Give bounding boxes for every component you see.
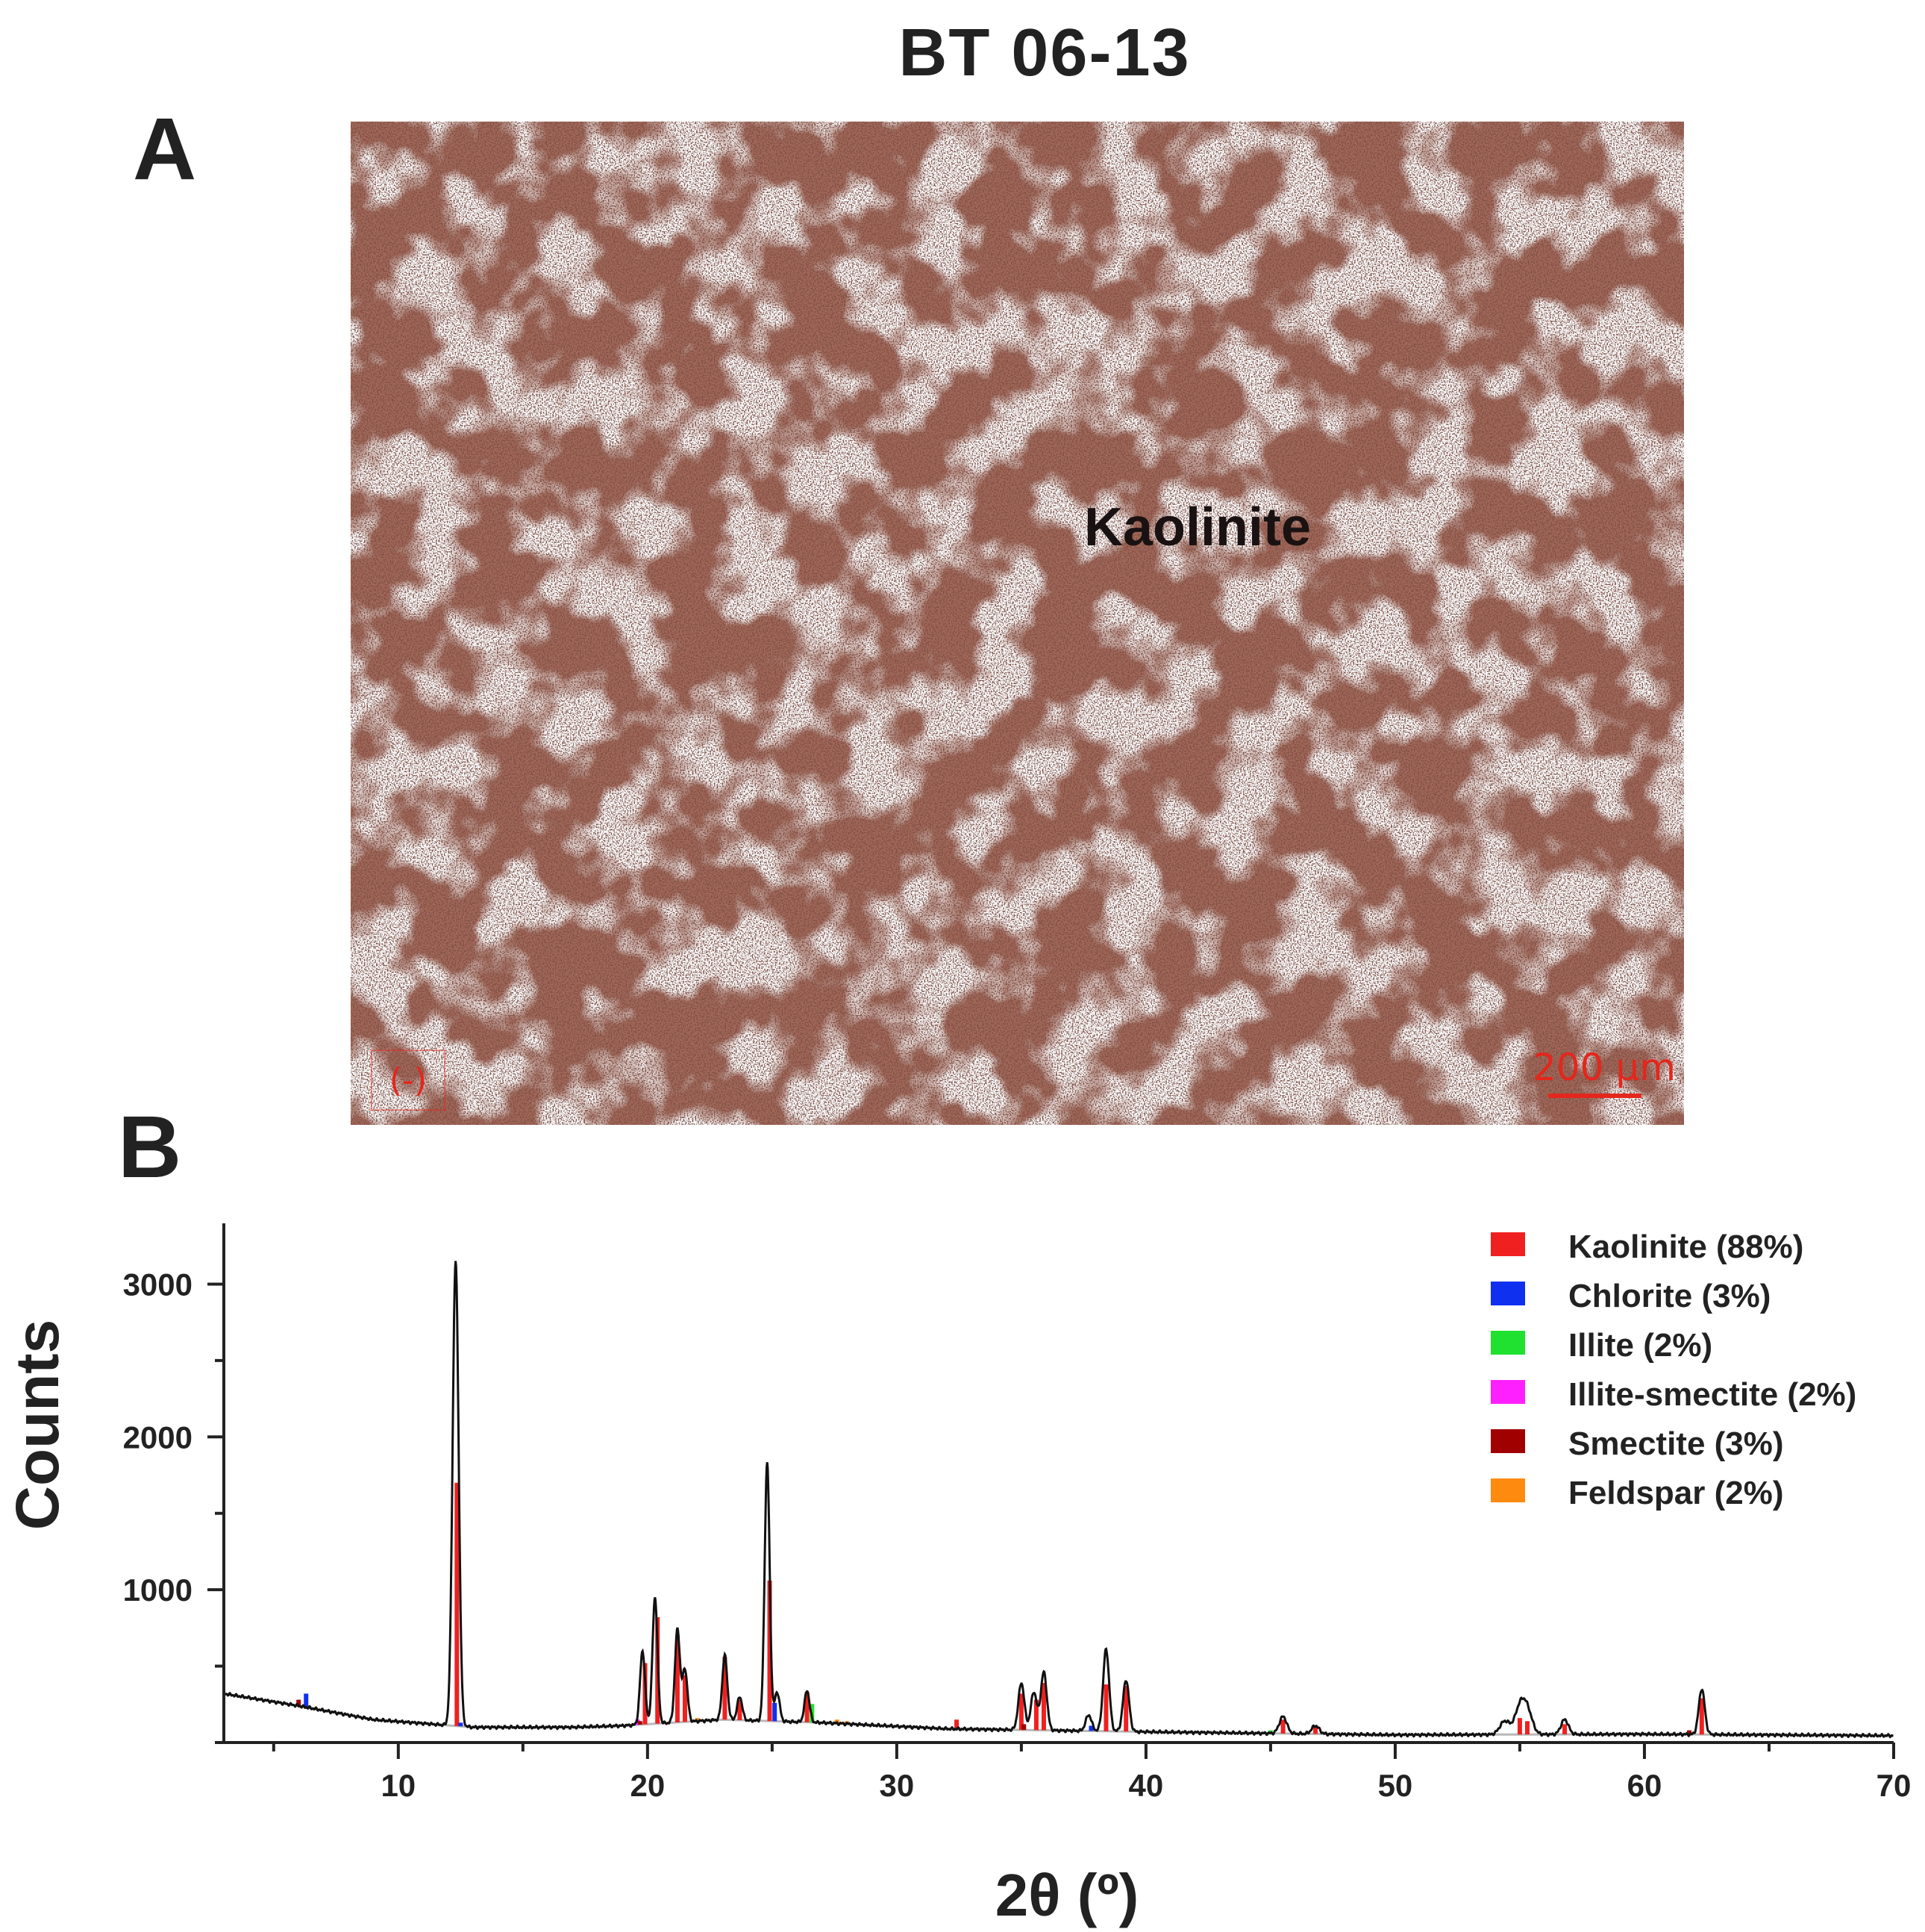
legend-item: Illite-smectite (2%) [1491, 1376, 1856, 1413]
polarizer-mark-box [371, 1050, 445, 1111]
legend-swatch [1491, 1429, 1525, 1453]
legend-item: Feldspar (2%) [1491, 1475, 1784, 1511]
x-axis-title: 2θ (º) [995, 1862, 1139, 1928]
legend-item: Chlorite (3%) [1491, 1278, 1771, 1314]
x-tick-label: 50 [1378, 1768, 1413, 1803]
legend-label: Smectite (3%) [1568, 1426, 1784, 1462]
xrd-chart: 1000 2000 3000 10 20 30 40 50 60 70 Counts 2θ (º)… [4, 1223, 1912, 1928]
legend-item: Kaolinite (88%) [1491, 1229, 1803, 1265]
legend-label: Chlorite (3%) [1568, 1278, 1771, 1314]
x-tick-label: 70 [1877, 1768, 1912, 1803]
xrd-pattern-line [222, 1261, 1894, 1739]
legend-label: Illite (2%) [1568, 1327, 1712, 1364]
legend-swatch [1491, 1380, 1525, 1404]
legend-swatch [1491, 1282, 1525, 1305]
micrograph: Kaolinite (-) 200 μm [351, 122, 1684, 1125]
x-tick-label: 10 [381, 1768, 416, 1803]
scale-bar-label: 200 μm [1533, 1046, 1676, 1089]
panel-a-letter: A [133, 100, 197, 198]
legend-swatch [1491, 1232, 1525, 1256]
legend-swatch [1491, 1331, 1525, 1355]
y-tick-label: 2000 [123, 1420, 192, 1455]
legend-label: Feldspar (2%) [1568, 1475, 1784, 1511]
polarizer-mark: (-) [389, 1061, 427, 1100]
micrograph-texture [351, 122, 1684, 1125]
mineral-label: Kaolinite [1084, 498, 1311, 557]
x-tick-label: 30 [880, 1768, 915, 1803]
x-tick-label: 20 [630, 1768, 665, 1803]
y-tick-label: 3000 [123, 1267, 192, 1302]
legend-swatch [1491, 1478, 1525, 1502]
x-tick-label: 60 [1627, 1768, 1662, 1803]
panel-b-letter: B [118, 1098, 182, 1196]
y-tick-label: 1000 [123, 1572, 192, 1608]
legend-item: Smectite (3%) [1491, 1426, 1784, 1462]
figure-title: BT 06-13 [898, 16, 1191, 90]
background-curve [223, 1692, 1894, 1737]
legend-item: Illite (2%) [1491, 1327, 1712, 1364]
y-axis-title: Counts [4, 1320, 72, 1530]
legend-label: Illite-smectite (2%) [1568, 1376, 1856, 1413]
legend-label: Kaolinite (88%) [1568, 1229, 1803, 1265]
x-tick-label: 40 [1129, 1768, 1164, 1803]
